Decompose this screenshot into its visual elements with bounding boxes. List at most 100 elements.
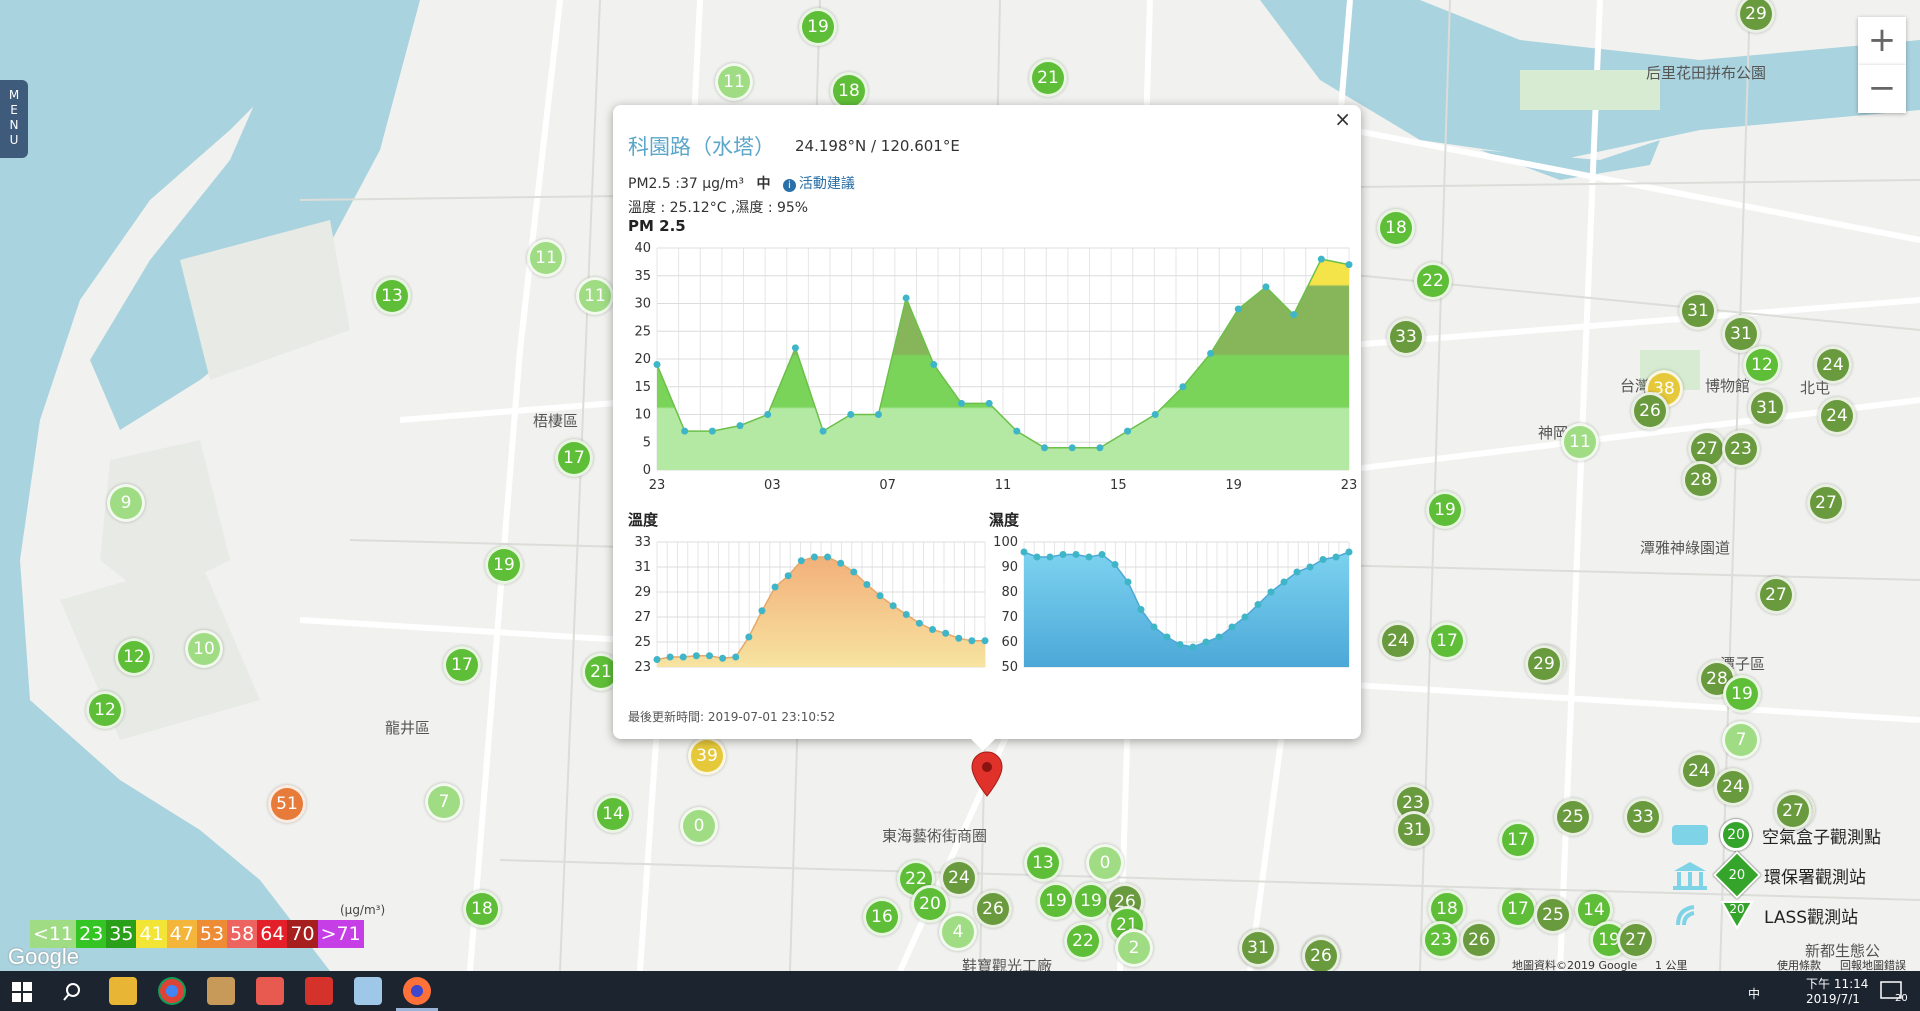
place-label: 神岡 bbox=[1538, 424, 1569, 442]
station-marker[interactable]: 11 bbox=[715, 63, 753, 101]
ime-indicator[interactable]: 中 bbox=[1748, 987, 1761, 1001]
station-marker[interactable]: 12 bbox=[115, 638, 153, 676]
station-marker[interactable]: 22 bbox=[1414, 262, 1452, 300]
station-marker[interactable]: 33 bbox=[1624, 798, 1662, 836]
station-marker[interactable]: 24 bbox=[1680, 752, 1718, 790]
station-marker[interactable]: 31 bbox=[1239, 929, 1277, 967]
station-marker[interactable]: 17 bbox=[1428, 622, 1466, 660]
station-marker[interactable]: 18 bbox=[463, 890, 501, 928]
station-marker[interactable]: 31 bbox=[1395, 811, 1433, 849]
firefox-icon[interactable] bbox=[403, 977, 431, 1005]
station-marker[interactable]: 20 bbox=[911, 885, 949, 923]
station-type-legend: 20 空氣盒子觀測點 20 環保署觀測站 20 LASS觀測站 bbox=[1660, 815, 1920, 935]
clock-time[interactable]: 下午 11:14 bbox=[1806, 977, 1869, 991]
data-point bbox=[1020, 548, 1028, 556]
zoom-in-button[interactable]: + bbox=[1858, 17, 1906, 65]
station-marker[interactable]: 11 bbox=[576, 277, 614, 315]
station-marker[interactable]: 27 bbox=[1617, 921, 1655, 959]
app-icon[interactable] bbox=[354, 977, 382, 1005]
station-marker[interactable]: 27 bbox=[1807, 484, 1845, 522]
station-marker[interactable]: 0 bbox=[1086, 844, 1124, 882]
station-marker[interactable]: 11 bbox=[527, 239, 565, 277]
station-marker[interactable]: 12 bbox=[1743, 346, 1781, 384]
station-marker[interactable]: 33 bbox=[1387, 318, 1425, 356]
map-canvas[interactable]: 梧棲區 龍井區 東海藝術街商圈 神岡 潭子區 潭雅神綠園道 台灣 博物館 后里花… bbox=[0, 0, 1920, 971]
station-marker[interactable]: 26 bbox=[1460, 921, 1498, 959]
station-marker[interactable]: 29 bbox=[1737, 0, 1775, 33]
station-marker[interactable]: 19 bbox=[1426, 491, 1464, 529]
station-marker[interactable]: 16 bbox=[863, 898, 901, 936]
station-marker[interactable]: 4 bbox=[939, 913, 977, 951]
station-marker[interactable]: 24 bbox=[940, 859, 978, 897]
station-marker[interactable]: 14 bbox=[1575, 891, 1613, 929]
terms-link[interactable]: 使用條款 bbox=[1777, 959, 1821, 971]
app-icon[interactable] bbox=[207, 977, 235, 1005]
station-marker[interactable]: 12 bbox=[86, 691, 124, 729]
station-marker[interactable]: 27 bbox=[1757, 576, 1795, 614]
station-marker[interactable]: 25 bbox=[1534, 896, 1572, 934]
activity-advice-link[interactable]: i 活動建議 bbox=[782, 176, 855, 192]
station-marker[interactable]: 7 bbox=[425, 783, 463, 821]
y-tick-label: 80 bbox=[1001, 585, 1018, 600]
station-marker[interactable]: 14 bbox=[594, 795, 632, 833]
data-point bbox=[1215, 633, 1223, 641]
station-marker[interactable]: 22 bbox=[1064, 922, 1102, 960]
station-marker[interactable]: 27 bbox=[1774, 792, 1812, 830]
station-marker[interactable]: 26 bbox=[974, 890, 1012, 928]
station-marker[interactable]: 0 bbox=[680, 807, 718, 845]
file-explorer-icon[interactable] bbox=[109, 977, 137, 1005]
station-legend-label: 空氣盒子觀測點 bbox=[1762, 827, 1881, 848]
station-marker[interactable]: 28 bbox=[1682, 461, 1720, 499]
station-marker[interactable]: 19 bbox=[1037, 882, 1075, 920]
app-icon[interactable] bbox=[305, 977, 333, 1005]
station-marker[interactable]: 19 bbox=[799, 8, 837, 46]
station-marker[interactable]: 11 bbox=[1561, 423, 1599, 461]
station-marker[interactable]: 13 bbox=[373, 277, 411, 315]
station-marker[interactable]: 23 bbox=[1422, 921, 1460, 959]
clock-date[interactable]: 2019/7/1 bbox=[1806, 992, 1860, 1006]
station-marker[interactable]: 51 bbox=[268, 785, 306, 823]
station-marker[interactable]: 18 bbox=[1377, 209, 1415, 247]
station-marker[interactable]: 24 bbox=[1814, 346, 1852, 384]
data-point bbox=[1137, 606, 1145, 613]
station-marker[interactable]: 23 bbox=[1722, 430, 1760, 468]
chrome-icon[interactable] bbox=[158, 977, 186, 1005]
station-marker[interactable]: 26 bbox=[1631, 392, 1669, 430]
station-marker[interactable]: 25 bbox=[1554, 798, 1592, 836]
station-marker[interactable]: 19 bbox=[1072, 882, 1110, 920]
windows-start-icon[interactable] bbox=[12, 982, 32, 1002]
app-icon[interactable] bbox=[256, 977, 284, 1005]
station-marker[interactable]: 19 bbox=[485, 546, 523, 584]
station-marker[interactable]: 21 bbox=[1029, 59, 1067, 97]
station-marker[interactable]: 31 bbox=[1679, 292, 1717, 330]
station-marker[interactable]: 26 bbox=[1302, 937, 1340, 971]
legend-unit: (µg/m³) bbox=[340, 903, 386, 917]
data-point bbox=[942, 629, 950, 637]
station-marker[interactable]: 13 bbox=[1024, 844, 1062, 882]
station-marker[interactable]: 17 bbox=[443, 646, 481, 684]
y-tick-label: 23 bbox=[634, 660, 651, 675]
station-marker[interactable]: 24 bbox=[1379, 622, 1417, 660]
station-marker[interactable]: 17 bbox=[1499, 890, 1537, 928]
search-icon[interactable] bbox=[62, 982, 82, 1002]
station-marker[interactable]: 24 bbox=[1714, 768, 1752, 806]
station-marker[interactable]: 10 bbox=[185, 630, 223, 668]
station-marker[interactable]: 2 bbox=[1115, 929, 1153, 967]
close-icon[interactable]: × bbox=[1334, 107, 1351, 131]
station-marker[interactable]: 7 bbox=[1722, 721, 1760, 759]
station-marker[interactable]: 31 bbox=[1748, 389, 1786, 427]
location-pin-icon[interactable] bbox=[970, 750, 1004, 798]
station-marker[interactable]: 29 bbox=[1525, 645, 1563, 683]
station-marker[interactable]: 24 bbox=[1818, 397, 1856, 435]
station-marker[interactable]: 17 bbox=[555, 439, 593, 477]
lass-sample-value: 20 bbox=[1729, 902, 1745, 916]
station-marker[interactable]: 19 bbox=[1723, 675, 1761, 713]
station-marker[interactable]: 17 bbox=[1499, 821, 1537, 859]
station-marker[interactable]: 39 bbox=[688, 737, 726, 775]
station-marker[interactable]: 9 bbox=[107, 484, 145, 522]
notification-icon[interactable] bbox=[1880, 980, 1902, 1002]
zoom-out-button[interactable]: − bbox=[1858, 65, 1906, 113]
report-error-link[interactable]: 回報地圖錯誤 bbox=[1840, 959, 1906, 971]
data-point bbox=[1293, 568, 1301, 576]
